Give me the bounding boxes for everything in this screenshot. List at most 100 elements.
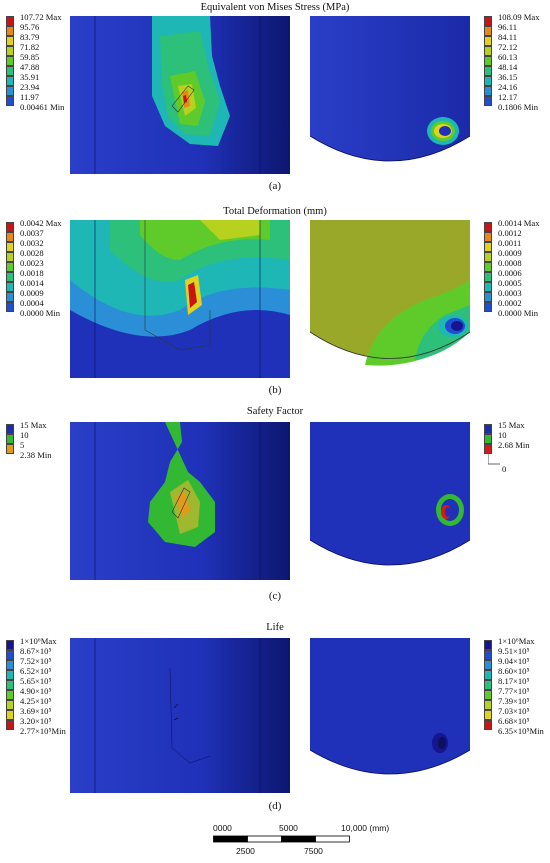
legend-value: 0.0009 <box>498 248 522 258</box>
legend-value: 0.00461 Min <box>20 102 65 112</box>
legend-swatch <box>484 424 492 434</box>
legend-value: 0.0018 <box>20 268 44 278</box>
legend-value: 59.85 <box>20 52 40 62</box>
legend-swatch <box>484 720 492 730</box>
legend-value: 0.0032 <box>20 238 44 248</box>
legend-value: 47.88 <box>20 62 40 72</box>
legend-value: 108.09 Max <box>498 12 540 22</box>
legend-swatch <box>6 434 14 444</box>
legend-swatch <box>6 272 14 282</box>
legend-swatch <box>6 16 14 26</box>
legend-swatch <box>6 720 14 730</box>
legend-value: 8.17×10⁵ <box>498 676 530 686</box>
legend-value: 0.0012 <box>498 228 522 238</box>
legend-value: 0.0006 <box>498 268 522 278</box>
legend-swatch <box>6 660 14 670</box>
legend-value: 48.14 <box>498 62 518 72</box>
legend-value: 0.0008 <box>498 258 522 268</box>
legend-value: 9.51×10⁵ <box>498 646 530 656</box>
legend-value: 0.0014 Max <box>498 218 540 228</box>
legend-swatch <box>6 292 14 302</box>
legend-swatch <box>484 222 492 232</box>
legend-swatch <box>484 232 492 242</box>
legend-swatch <box>484 292 492 302</box>
legend-value: 72.12 <box>498 42 518 52</box>
legend-value: 7.39×10⁵ <box>498 696 530 706</box>
legend-swatch <box>484 46 492 56</box>
legend-swatch <box>6 86 14 96</box>
legend-value: 3.69×10⁵ <box>20 706 52 716</box>
legend-value: 96.11 <box>498 22 518 32</box>
legend-swatch <box>6 690 14 700</box>
legend-swatch <box>6 26 14 36</box>
legend-swatch <box>6 670 14 680</box>
legend-value: 7.03×10⁵ <box>498 706 530 716</box>
panel-c-label: (c) <box>268 590 282 602</box>
legend-value: 1×10⁶Max <box>498 636 535 646</box>
legend-value: 1×10⁶Max <box>20 636 57 646</box>
legend-value: 6.68×10⁵ <box>498 716 530 726</box>
legend-value: 0.0005 <box>498 278 522 288</box>
panel-d-left-model <box>70 638 290 793</box>
panel-c-left-model <box>70 422 290 580</box>
legend-swatch <box>6 232 14 242</box>
legend-swatch <box>6 424 14 434</box>
legend-value: 3.20×10⁵ <box>20 716 52 726</box>
legend-value: 0.0000 Min <box>20 308 61 318</box>
legend-swatch <box>484 252 492 262</box>
legend-value: 2.68 Min <box>498 440 530 450</box>
legend-value: 84.11 <box>498 32 518 42</box>
legend-value: 0 <box>502 464 507 474</box>
legend-swatch <box>6 640 14 650</box>
scale-label: 2500 <box>236 846 255 856</box>
legend-value: 0.0000 Min <box>498 308 539 318</box>
legend-swatch <box>484 434 492 444</box>
legend-value: 0.0004 <box>20 298 44 308</box>
panel-a-title: Equivalent von Mises Stress (MPa) <box>200 2 350 13</box>
legend-swatch <box>6 444 14 454</box>
legend-value: 5.65×10⁵ <box>20 676 52 686</box>
legend-value: 11.97 <box>20 92 40 102</box>
legend-swatch <box>484 680 492 690</box>
legend-value: 0.0003 <box>498 288 522 298</box>
legend-swatch <box>484 76 492 86</box>
legend-value: 6.52×10⁵ <box>20 666 52 676</box>
legend-value: 23.94 <box>20 82 40 92</box>
legend-value: 4.90×10⁵ <box>20 686 52 696</box>
legend-value: 0.0023 <box>20 258 44 268</box>
legend-swatch <box>484 444 492 454</box>
scale-label: 7500 <box>304 846 323 856</box>
legend-swatch <box>484 242 492 252</box>
legend-swatch <box>484 690 492 700</box>
panel-b-left-model <box>70 220 290 378</box>
legend-swatch <box>6 302 14 312</box>
panel-c-title: Safety Factor <box>246 406 304 417</box>
legend-value: 5 <box>20 440 25 450</box>
scale-bar-graphic <box>213 835 350 843</box>
legend-swatch <box>6 252 14 262</box>
legend-swatch <box>6 710 14 720</box>
legend-value: 15 Max <box>20 420 47 430</box>
legend-value: 8.67×10⁵ <box>20 646 52 656</box>
legend-value: 60.13 <box>498 52 518 62</box>
panel-d-label: (d) <box>268 800 282 812</box>
panel-b-right-model <box>309 220 471 366</box>
legend-swatch <box>484 282 492 292</box>
legend-zero-bracket <box>488 454 500 465</box>
legend-value: 0.1806 Min <box>498 102 539 112</box>
legend-value: 12.17 <box>498 92 518 102</box>
scale-label: 0000 <box>213 823 232 833</box>
legend-swatch <box>6 56 14 66</box>
legend-swatch <box>6 66 14 76</box>
panel-a-left-model <box>70 16 290 174</box>
legend-value: 35.91 <box>20 72 40 82</box>
legend-value: 7.77×10⁵ <box>498 686 530 696</box>
legend-swatch <box>6 680 14 690</box>
legend-value: 0.0014 <box>20 278 44 288</box>
legend-swatch <box>484 670 492 680</box>
legend-value: 9.04×10⁵ <box>498 656 530 666</box>
legend-swatch <box>484 262 492 272</box>
legend-swatch <box>6 46 14 56</box>
legend-swatch <box>484 66 492 76</box>
legend-swatch <box>6 650 14 660</box>
